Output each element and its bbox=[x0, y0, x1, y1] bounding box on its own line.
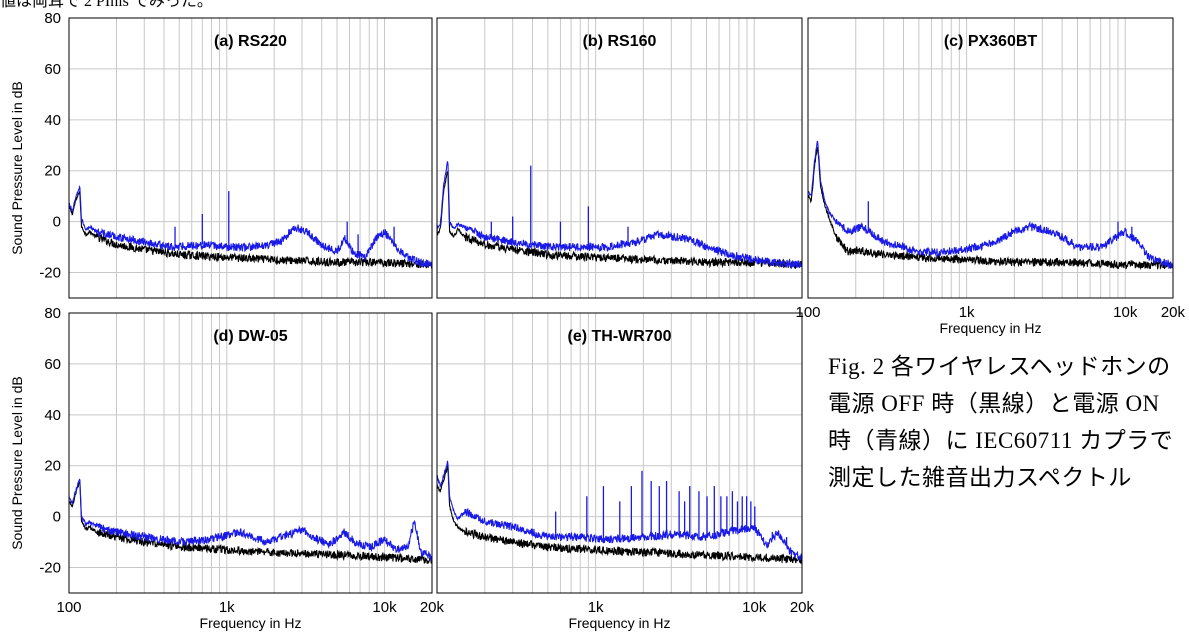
top-text-strip: 値は両耳で 2 PInls でみった。 bbox=[0, 0, 213, 8]
series-line-0 bbox=[69, 190, 432, 269]
y-tick-label: 80 bbox=[44, 10, 61, 27]
plot-area bbox=[69, 478, 432, 564]
series-line-1 bbox=[69, 185, 432, 269]
y-tick-label: 20 bbox=[44, 458, 61, 475]
y-tick-label: -20 bbox=[39, 265, 61, 282]
x-tick-label: 10k bbox=[372, 599, 397, 616]
x-tick-label: 100 bbox=[56, 599, 81, 616]
series-line-0 bbox=[69, 481, 432, 564]
chart-panel-1: (b) RS160 bbox=[436, 17, 803, 299]
y-tick-label: -20 bbox=[39, 560, 61, 577]
x-tick-label: 20k bbox=[1161, 304, 1186, 321]
x-tick-label: 1k bbox=[959, 304, 975, 321]
chart-panel-3: (d) DW-05 80 60 40 20 0 -20 100 1k 10k 20k Frequenc… bbox=[9, 305, 444, 631]
series-line-1 bbox=[437, 161, 802, 270]
plot-frame bbox=[807, 17, 1174, 299]
plot-frame bbox=[436, 17, 803, 299]
y-tick-label: 0 bbox=[53, 214, 61, 231]
chart-panel-4: (e) TH-WR700 1k 10k 20k Frequency in Hz bbox=[436, 312, 815, 631]
x-axis-label: Frequency in Hz bbox=[200, 615, 302, 631]
y-tick-label: 60 bbox=[44, 61, 61, 78]
x-tick-label: 1k bbox=[588, 599, 604, 616]
x-axis-label: Frequency in Hz bbox=[940, 320, 1042, 336]
series-line-0 bbox=[437, 464, 802, 565]
chart-title: (a) RS220 bbox=[214, 33, 287, 50]
plot-area bbox=[69, 185, 432, 269]
series-line-1 bbox=[437, 460, 802, 562]
chart-title: (d) DW-05 bbox=[213, 328, 287, 345]
chart-title: (c) PX360BT bbox=[944, 33, 1038, 50]
y-axis-label: Sound Pressure Level in dB bbox=[9, 376, 25, 550]
y-tick-label: 60 bbox=[44, 356, 61, 373]
x-tick-label: 1k bbox=[219, 599, 235, 616]
y-tick-label: 40 bbox=[44, 112, 61, 129]
plot-frame bbox=[68, 312, 433, 594]
series-line-0 bbox=[808, 146, 1173, 271]
y-tick-label: 0 bbox=[53, 509, 61, 526]
chart-title: (e) TH-WR700 bbox=[567, 328, 671, 345]
plot-area bbox=[437, 161, 802, 270]
y-axis-label: Sound Pressure Level in dB bbox=[9, 81, 25, 255]
chart-panel-0: (a) RS220 80 60 40 20 0 -20 Sound Pressure Leve… bbox=[9, 10, 433, 299]
y-tick-label: 20 bbox=[44, 163, 61, 180]
x-axis-label: Frequency in Hz bbox=[569, 615, 671, 631]
plot-area bbox=[437, 460, 802, 565]
x-tick-label: 10k bbox=[1113, 304, 1138, 321]
figure-caption: Fig. 2 各ワイヤレスヘッドホンの電源 OFF 時（黒線）と電源 ON 時（… bbox=[828, 354, 1174, 490]
x-tick-label: 20k bbox=[790, 599, 815, 616]
plot-area bbox=[808, 140, 1173, 271]
y-tick-label: 40 bbox=[44, 407, 61, 424]
x-tick-label: 10k bbox=[742, 599, 767, 616]
x-tick-label: 20k bbox=[420, 599, 445, 616]
series-line-1 bbox=[69, 478, 432, 562]
series-line-0 bbox=[437, 171, 802, 270]
plot-frame bbox=[436, 312, 803, 594]
y-tick-label: 80 bbox=[44, 305, 61, 322]
chart-title: (b) RS160 bbox=[583, 33, 657, 50]
plot-frame bbox=[68, 17, 433, 299]
